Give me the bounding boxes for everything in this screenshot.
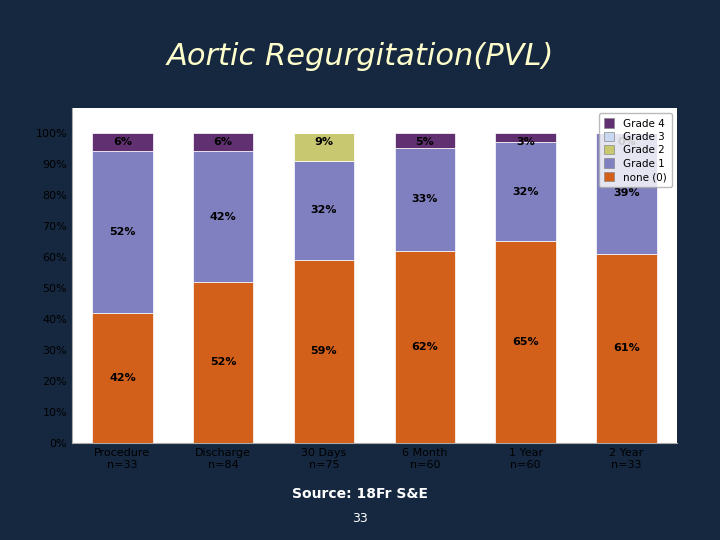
- Bar: [294, 260, 354, 443]
- Bar: [596, 133, 657, 254]
- Bar: [495, 241, 556, 443]
- Text: 61%: 61%: [613, 343, 640, 353]
- Text: 52%: 52%: [109, 227, 135, 237]
- Text: 33: 33: [352, 512, 368, 525]
- Text: 39%: 39%: [613, 188, 639, 198]
- Text: 32%: 32%: [311, 205, 337, 215]
- Bar: [395, 133, 455, 149]
- Bar: [92, 313, 153, 443]
- Bar: [193, 133, 253, 151]
- Text: 9%: 9%: [315, 138, 333, 147]
- Text: 62%: 62%: [411, 342, 438, 352]
- Text: 32%: 32%: [513, 187, 539, 197]
- Bar: [193, 151, 253, 281]
- Bar: [294, 161, 354, 260]
- Legend: Grade 4, Grade 3, Grade 2, Grade 1, none (0): Grade 4, Grade 3, Grade 2, Grade 1, none…: [598, 113, 672, 187]
- Bar: [294, 133, 354, 161]
- Text: 6%: 6%: [113, 138, 132, 147]
- Bar: [395, 251, 455, 443]
- Text: 65%: 65%: [513, 337, 539, 347]
- Text: 3%: 3%: [516, 138, 535, 147]
- Text: 0%: 0%: [617, 138, 636, 147]
- Text: 5%: 5%: [415, 138, 434, 147]
- Text: 33%: 33%: [412, 194, 438, 205]
- Bar: [395, 148, 455, 251]
- Bar: [193, 281, 253, 443]
- Text: 6%: 6%: [214, 138, 233, 147]
- Text: 42%: 42%: [210, 212, 237, 221]
- Bar: [596, 254, 657, 443]
- Bar: [92, 151, 153, 313]
- Text: 42%: 42%: [109, 373, 136, 383]
- Text: Source: 18Fr S&E: Source: 18Fr S&E: [292, 487, 428, 501]
- Text: Aortic Regurgitation(PVL): Aortic Regurgitation(PVL): [166, 42, 554, 71]
- Bar: [495, 142, 556, 241]
- Text: 52%: 52%: [210, 357, 236, 367]
- Text: 59%: 59%: [311, 346, 337, 356]
- Bar: [92, 133, 153, 151]
- Bar: [495, 133, 556, 142]
